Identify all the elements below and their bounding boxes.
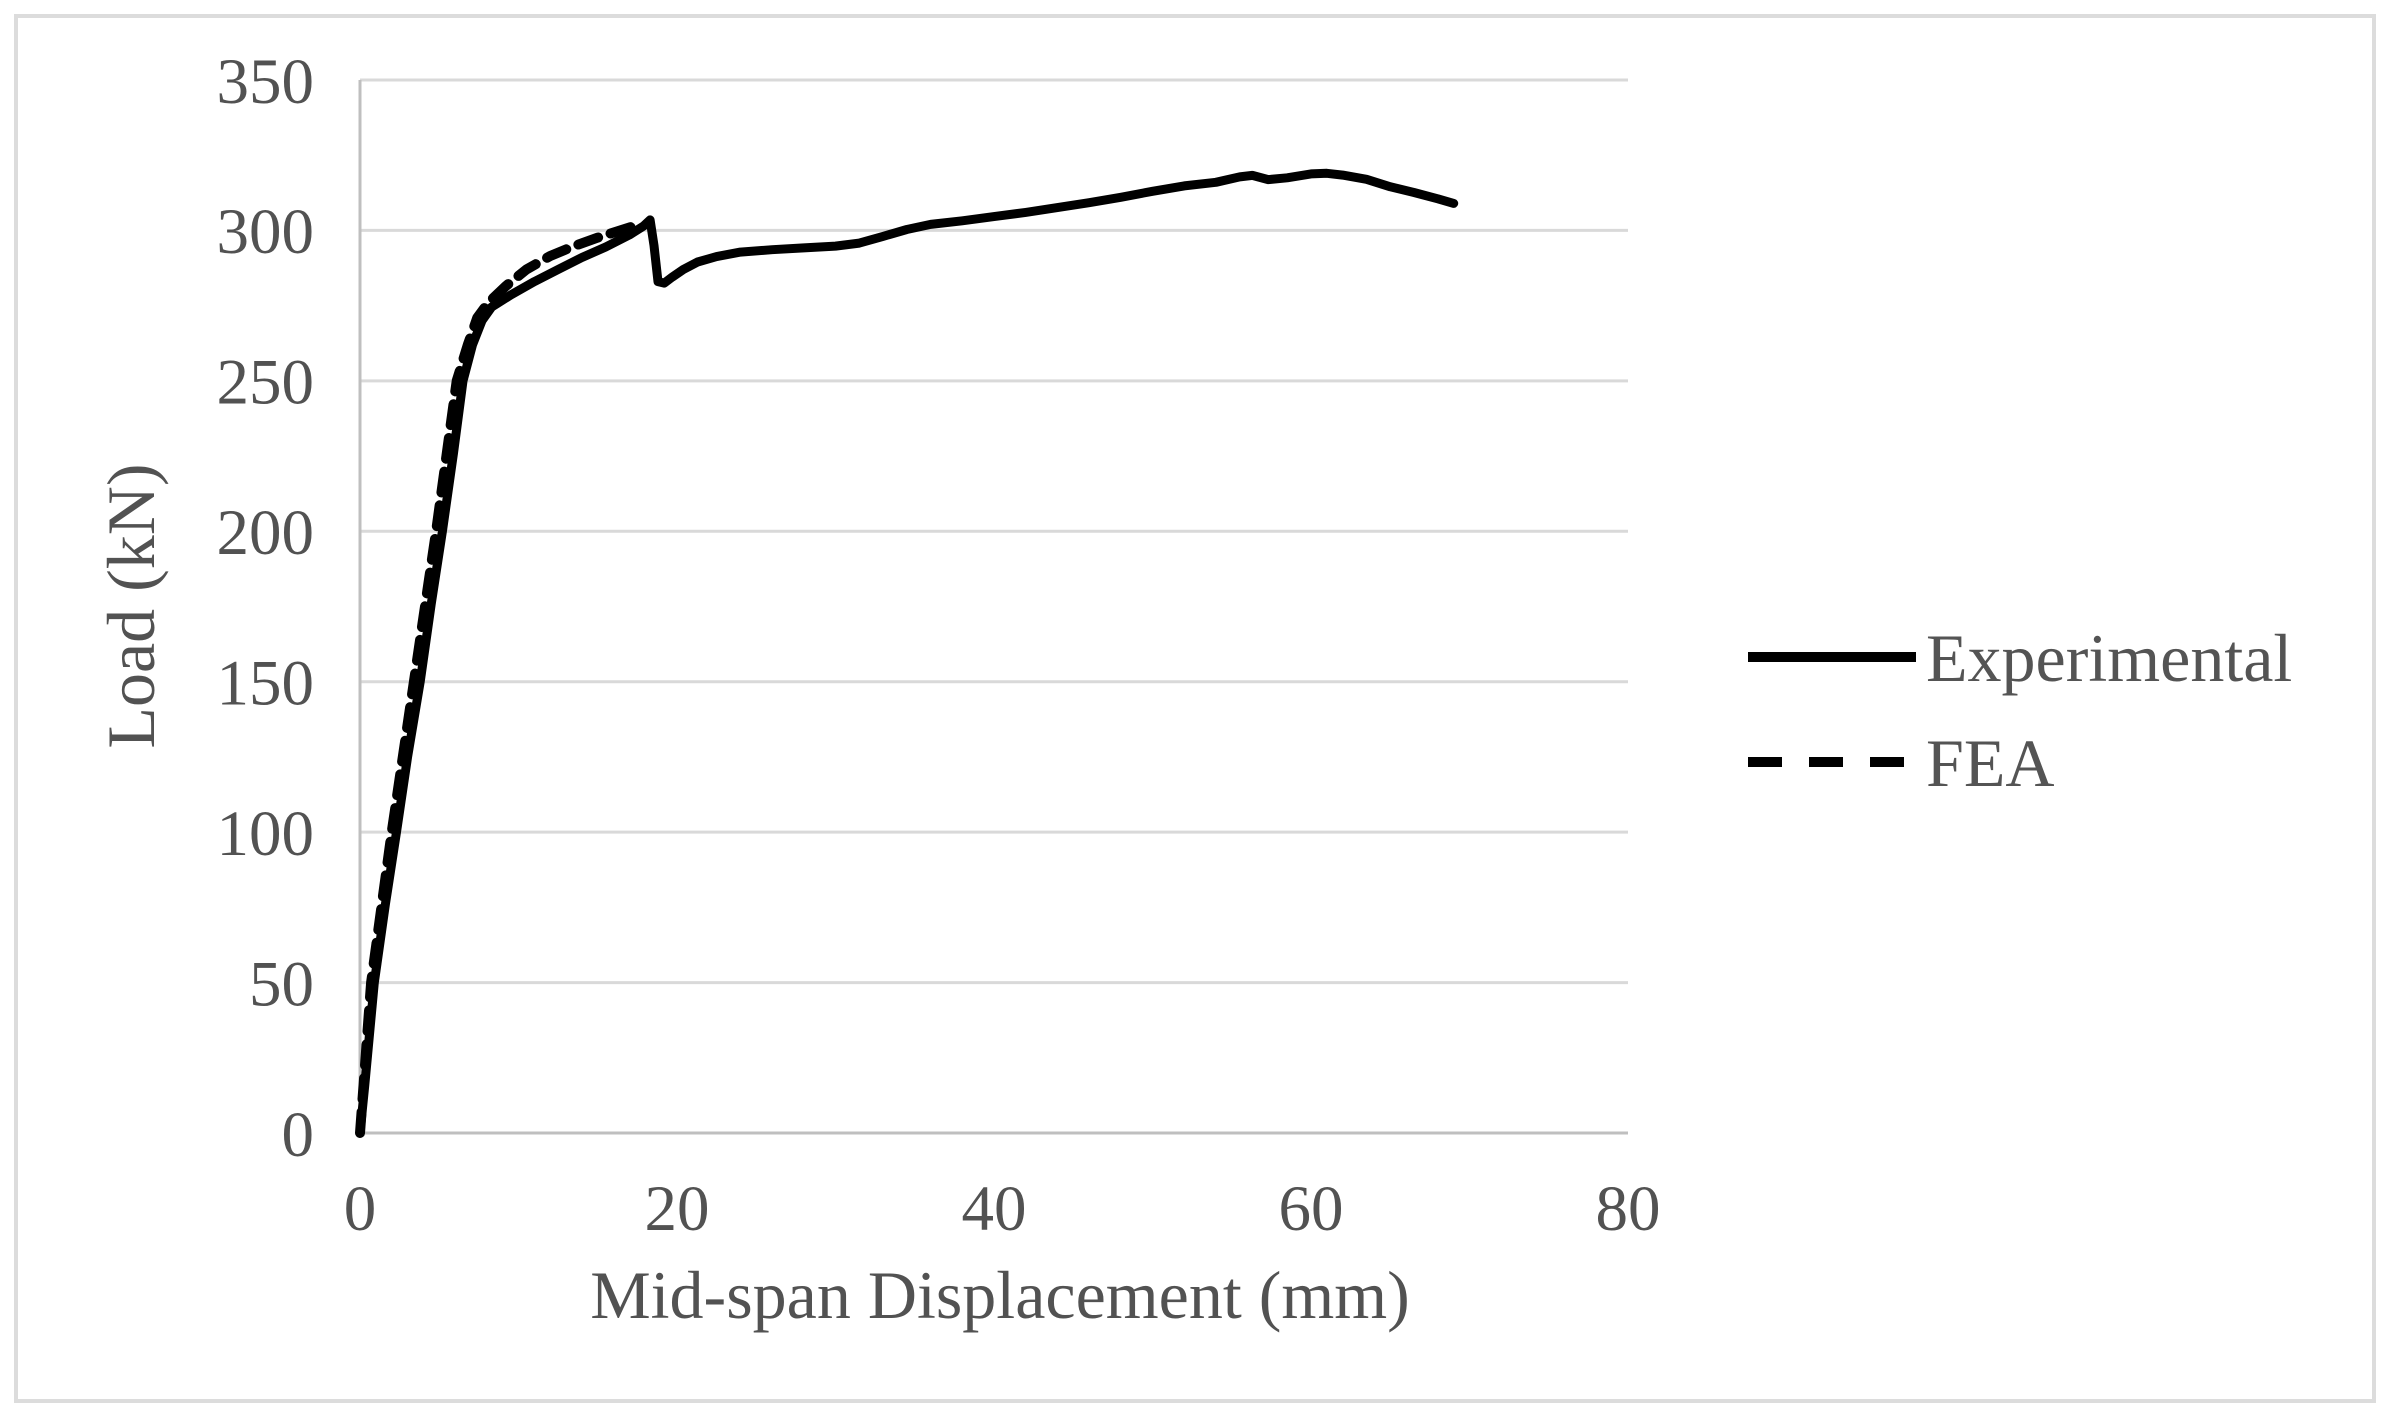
x-tick-label: 40 bbox=[962, 1173, 1027, 1245]
series-fea bbox=[355, 220, 643, 1138]
y-tick-label: 350 bbox=[217, 46, 315, 118]
legend-item-experimental: Experimental bbox=[1748, 620, 2292, 696]
x-tick-label: 20 bbox=[645, 1173, 710, 1245]
y-tick-label: 250 bbox=[217, 347, 315, 419]
x-tick-labels: 0 20 40 60 80 bbox=[344, 1173, 1661, 1245]
legend-item-fea: FEA bbox=[1748, 725, 2054, 801]
series-experimental bbox=[355, 168, 1459, 1138]
y-tick-labels: 0 50 100 150 200 250 300 350 bbox=[217, 46, 315, 1171]
page-border bbox=[14, 14, 2376, 1403]
x-tick-label: 60 bbox=[1279, 1173, 1344, 1245]
legend: Experimental FEA bbox=[1748, 620, 2292, 801]
x-axis-title: Mid-span Displacement (mm) bbox=[590, 1257, 1410, 1333]
y-tick-label: 150 bbox=[217, 647, 315, 719]
legend-label-fea: FEA bbox=[1926, 725, 2054, 801]
y-tick-label: 0 bbox=[282, 1099, 315, 1171]
x-tick-label: 0 bbox=[344, 1173, 377, 1245]
y-tick-label: 100 bbox=[217, 798, 315, 870]
y-tick-label: 300 bbox=[217, 196, 315, 268]
gridlines bbox=[360, 78, 1628, 985]
plot-series bbox=[355, 168, 1459, 1138]
legend-label-experimental: Experimental bbox=[1926, 620, 2292, 696]
y-tick-label: 50 bbox=[249, 948, 314, 1020]
axis-lines bbox=[358, 80, 1628, 1135]
x-tick-label: 80 bbox=[1596, 1173, 1661, 1245]
y-tick-label: 200 bbox=[217, 497, 315, 569]
y-axis-title: Load (kN) bbox=[93, 463, 169, 748]
